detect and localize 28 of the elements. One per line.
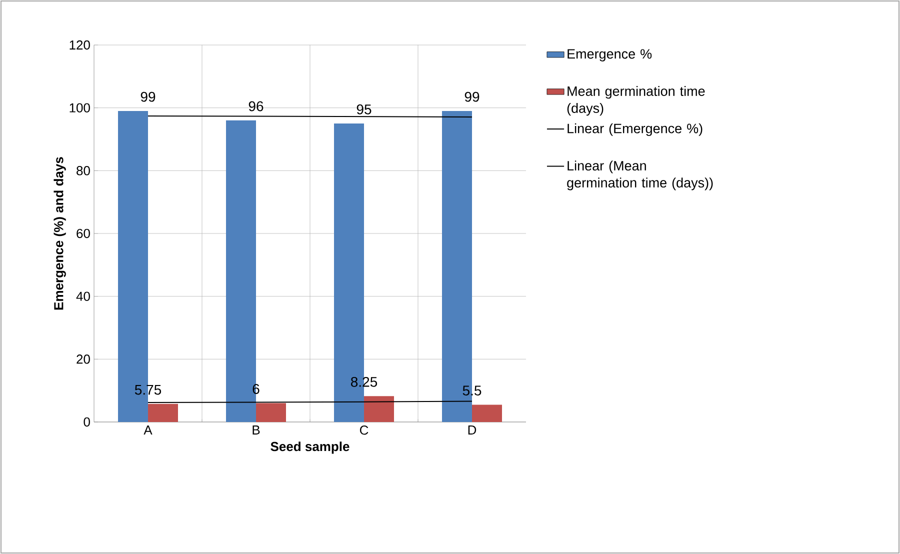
y-tick-label: 40 [76, 292, 90, 301]
y-tick-label: 100 [70, 103, 90, 112]
bar [364, 396, 394, 422]
data-label: 99 [464, 92, 480, 102]
data-label: 96 [248, 101, 264, 112]
y-tick-label: 20 [76, 354, 90, 364]
data-label: 95 [356, 104, 372, 114]
bar [472, 404, 502, 422]
legend-label: Emergence % [568, 49, 652, 62]
y-axis-title: Emergence (%) and days [54, 157, 66, 310]
y-tick-label: 80 [76, 166, 90, 176]
x-axis-title: Seed sample [270, 442, 350, 454]
data-label: 5.75 [134, 384, 162, 395]
bar [148, 404, 178, 422]
legend-label: Mean germination time (days) [567, 86, 705, 116]
y-tick-label: 120 [70, 40, 90, 50]
y-tick-label: 0 [84, 417, 90, 427]
x-tick-label: A [144, 426, 152, 434]
data-label: 6 [252, 384, 260, 394]
x-tick-label: D [468, 426, 476, 434]
data-label: 8.25 [350, 376, 378, 387]
x-tick-label: C [360, 426, 368, 435]
legend-label: Linear (Mean germination time (days)) [567, 160, 713, 190]
x-tick-label: B [252, 426, 260, 434]
legend-label: Linear (Emergence %) [568, 123, 702, 136]
data-label: 99 [140, 92, 156, 102]
y-tick-label: 60 [76, 228, 90, 238]
bar [256, 403, 286, 422]
